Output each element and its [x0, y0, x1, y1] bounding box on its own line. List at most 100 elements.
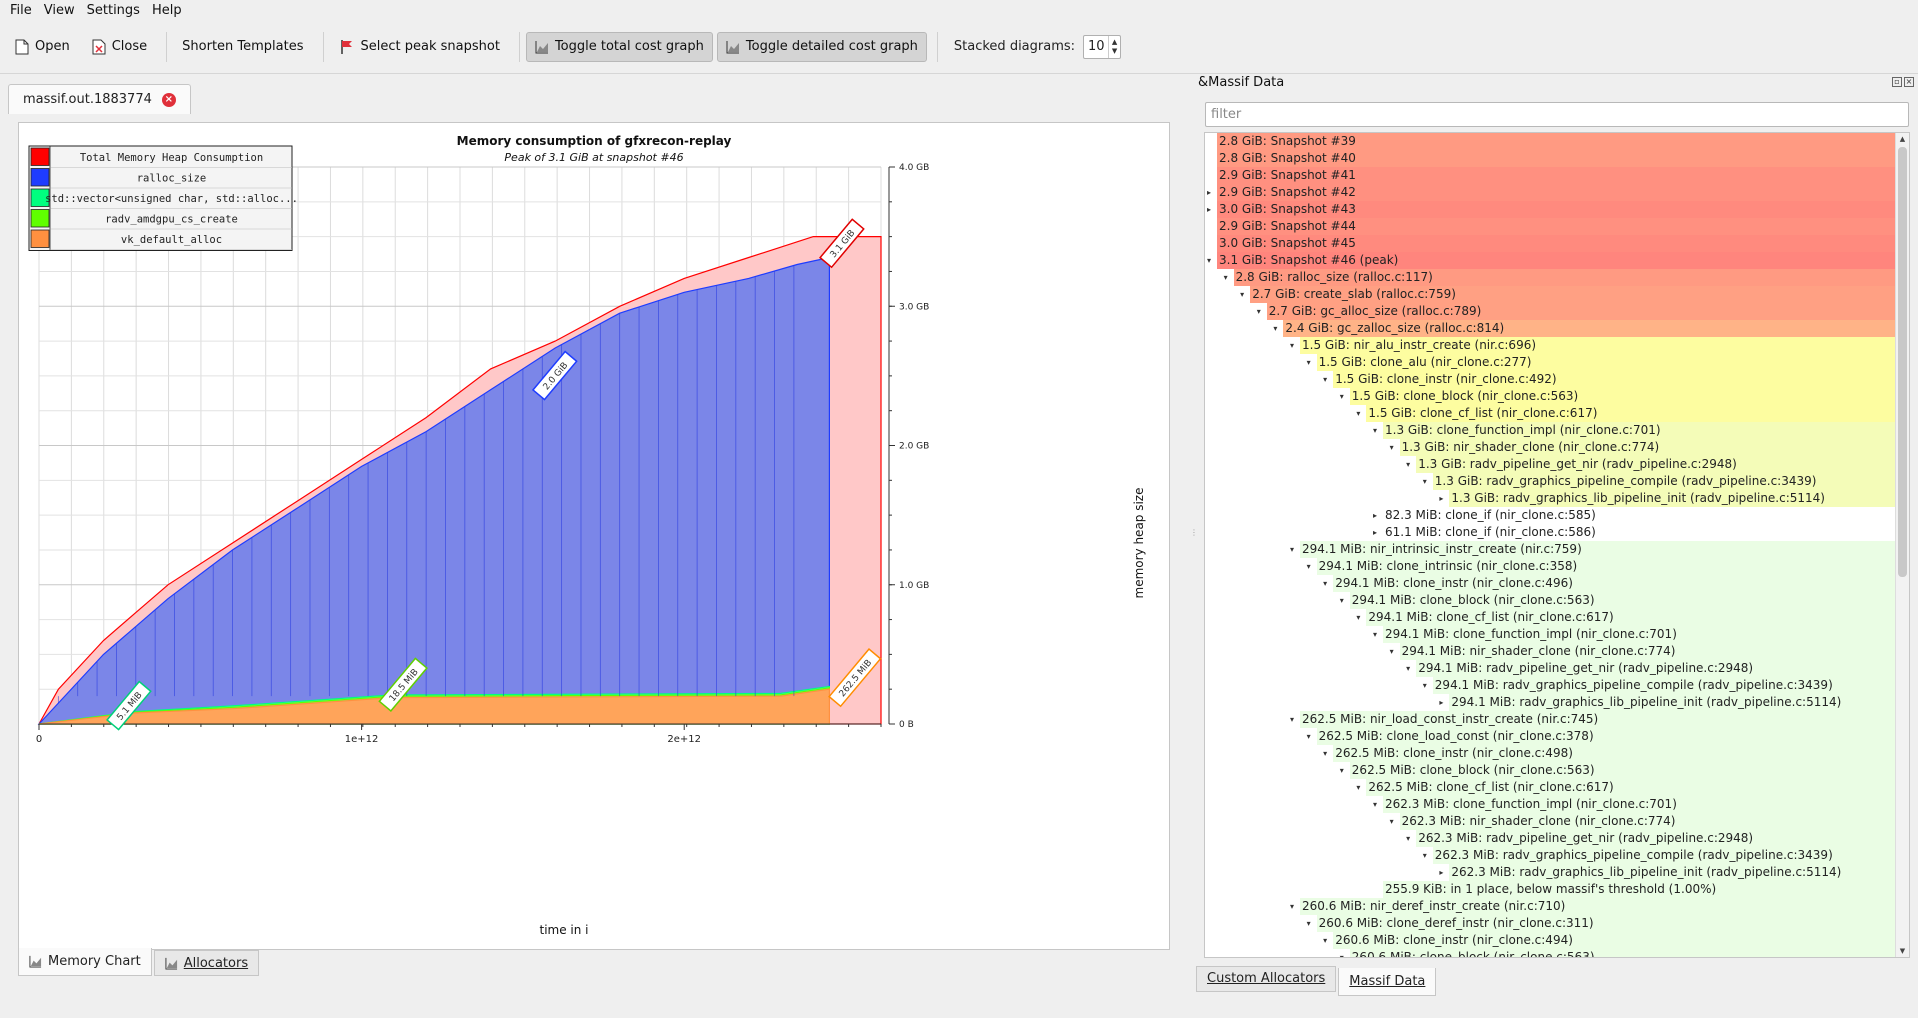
- tree-row[interactable]: ▸ 82.3 MiB: clone_if (nir_clone.c:585): [1205, 507, 1895, 524]
- expanded-arrow-icon[interactable]: ▾: [1306, 358, 1311, 367]
- tree-row[interactable]: ▸ 262.3 MiB: radv_graphics_lib_pipeline_i…: [1205, 864, 1895, 881]
- select-peak-snapshot-button[interactable]: Select peak snapshot: [330, 32, 509, 62]
- tree-row[interactable]: ▾ 1.5 GiB: clone_instr (nir_clone.c:492): [1205, 371, 1895, 388]
- close-tab-icon[interactable]: ×: [161, 92, 176, 107]
- expanded-arrow-icon[interactable]: ▾: [1206, 256, 1211, 265]
- tree-row[interactable]: ▾ 2.8 GiB: ralloc_size (ralloc.c:117): [1205, 269, 1895, 286]
- tree-row[interactable]: ▾ 262.5 MiB: nir_load_const_instr_create …: [1205, 711, 1895, 728]
- expanded-arrow-icon[interactable]: ▾: [1406, 460, 1411, 469]
- expanded-arrow-icon[interactable]: ▾: [1289, 545, 1294, 554]
- tree-row[interactable]: ▾ 262.5 MiB: clone_instr (nir_clone.c:498…: [1205, 745, 1895, 762]
- expanded-arrow-icon[interactable]: ▾: [1406, 834, 1411, 843]
- expanded-arrow-icon[interactable]: ▾: [1422, 851, 1427, 860]
- expanded-arrow-icon[interactable]: ▾: [1240, 290, 1245, 299]
- expanded-arrow-icon[interactable]: ▾: [1356, 783, 1361, 792]
- tree-row[interactable]: ▾ 1.5 GiB: nir_alu_instr_create (nir.c:69…: [1205, 337, 1895, 354]
- tree-row[interactable]: ▾ 1.3 GiB: clone_function_impl (nir_clone…: [1205, 422, 1895, 439]
- expanded-arrow-icon[interactable]: ▾: [1356, 613, 1361, 622]
- tree-row[interactable]: ▾ 1.3 GiB: radv_pipeline_get_nir (radv_pi…: [1205, 456, 1895, 473]
- expanded-arrow-icon[interactable]: ▾: [1389, 443, 1394, 452]
- collapsed-arrow-icon[interactable]: ▸: [1439, 494, 1444, 503]
- tree-row[interactable]: ▾ 2.7 GiB: create_slab (ralloc.c:759): [1205, 286, 1895, 303]
- expanded-arrow-icon[interactable]: ▾: [1389, 817, 1394, 826]
- expanded-arrow-icon[interactable]: ▾: [1273, 324, 1278, 333]
- stacked-diagrams-spinbox[interactable]: 10 ▲ ▼: [1083, 34, 1122, 59]
- collapsed-arrow-icon[interactable]: ▸: [1206, 188, 1211, 197]
- tab-custom-allocators[interactable]: Custom Allocators: [1196, 966, 1337, 992]
- expanded-arrow-icon[interactable]: ▾: [1339, 392, 1344, 401]
- expanded-arrow-icon[interactable]: ▾: [1372, 426, 1377, 435]
- tree-row[interactable]: ▾ 294.1 MiB: radv_graphics_pipeline_compi…: [1205, 677, 1895, 694]
- expanded-arrow-icon[interactable]: ▾: [1256, 307, 1261, 316]
- collapsed-arrow-icon[interactable]: ▸: [1372, 528, 1377, 537]
- scrollbar-thumb[interactable]: [1898, 147, 1907, 577]
- shorten-templates-button[interactable]: Shorten Templates: [173, 32, 312, 62]
- menu-file[interactable]: File: [10, 2, 32, 18]
- expanded-arrow-icon[interactable]: ▾: [1339, 766, 1344, 775]
- tab-massif-data[interactable]: Massif Data: [1338, 968, 1437, 996]
- tree-row[interactable]: ▾ 294.1 MiB: nir_intrinsic_instr_create (…: [1205, 541, 1895, 558]
- float-dock-icon[interactable]: ▫: [1892, 77, 1902, 87]
- expanded-arrow-icon[interactable]: ▾: [1372, 800, 1377, 809]
- expanded-arrow-icon[interactable]: ▾: [1339, 596, 1344, 605]
- toggle-detailed-cost-button[interactable]: Toggle detailed cost graph: [716, 31, 927, 62]
- expanded-arrow-icon[interactable]: ▾: [1372, 630, 1377, 639]
- spin-arrows[interactable]: ▲ ▼: [1108, 35, 1120, 58]
- collapsed-arrow-icon[interactable]: ▸: [1206, 205, 1211, 214]
- close-button[interactable]: Close: [83, 32, 156, 62]
- tree-row[interactable]: ▾ 1.3 GiB: nir_shader_clone (nir_clone.c:…: [1205, 439, 1895, 456]
- tree-row[interactable]: ▸ 294.1 MiB: radv_graphics_lib_pipeline_i…: [1205, 694, 1895, 711]
- tree-row[interactable]: ▾ 294.1 MiB: clone_cf_list (nir_clone.c:6…: [1205, 609, 1895, 626]
- expanded-arrow-icon[interactable]: ▾: [1306, 562, 1311, 571]
- expanded-arrow-icon[interactable]: ▾: [1356, 409, 1361, 418]
- tree-row[interactable]: 2.9 GiB: Snapshot #44: [1205, 218, 1895, 235]
- spin-up-icon[interactable]: ▲: [1111, 37, 1118, 46]
- tree-row[interactable]: 3.0 GiB: Snapshot #45: [1205, 235, 1895, 252]
- tree-row[interactable]: ▸ 1.3 GiB: radv_graphics_lib_pipeline_ini…: [1205, 490, 1895, 507]
- tree-row[interactable]: ▾ 1.5 GiB: clone_alu (nir_clone.c:277): [1205, 354, 1895, 371]
- splitter-handle[interactable]: ⋮: [1190, 528, 1198, 537]
- expanded-arrow-icon[interactable]: ▾: [1339, 953, 1344, 958]
- expanded-arrow-icon[interactable]: ▾: [1389, 647, 1394, 656]
- tree-row[interactable]: ▾ 1.5 GiB: clone_cf_list (nir_clone.c:617…: [1205, 405, 1895, 422]
- menu-settings[interactable]: Settings: [86, 2, 140, 18]
- tree-row[interactable]: ▾ 294.1 MiB: clone_block (nir_clone.c:563…: [1205, 592, 1895, 609]
- tree-row[interactable]: ▾ 260.6 MiB: clone_deref_instr (nir_clone…: [1205, 915, 1895, 932]
- tree-row[interactable]: ▸ 61.1 MiB: clone_if (nir_clone.c:586): [1205, 524, 1895, 541]
- tree-row[interactable]: ▾ 262.3 MiB: radv_graphics_pipeline_compi…: [1205, 847, 1895, 864]
- doc-tab-massif[interactable]: massif.out.1883774 ×: [8, 84, 191, 114]
- tree-row[interactable]: ▾ 1.5 GiB: clone_block (nir_clone.c:563): [1205, 388, 1895, 405]
- expanded-arrow-icon[interactable]: ▾: [1289, 902, 1294, 911]
- stacked-diagrams-value[interactable]: 10: [1088, 39, 1105, 54]
- expanded-arrow-icon[interactable]: ▾: [1223, 273, 1228, 282]
- tree-row[interactable]: 255.9 KiB: in 1 place, below massif's th…: [1205, 881, 1895, 898]
- tree-row[interactable]: ▾ 3.1 GiB: Snapshot #46 (peak): [1205, 252, 1895, 269]
- expanded-arrow-icon[interactable]: ▾: [1289, 341, 1294, 350]
- tree-row[interactable]: ▾ 2.4 GiB: gc_zalloc_size (ralloc.c:814): [1205, 320, 1895, 337]
- tree-row[interactable]: ▾ 262.5 MiB: clone_cf_list (nir_clone.c:6…: [1205, 779, 1895, 796]
- tree-row[interactable]: ▸ 2.9 GiB: Snapshot #42: [1205, 184, 1895, 201]
- tree-row[interactable]: ▾ 262.3 MiB: radv_pipeline_get_nir (radv_…: [1205, 830, 1895, 847]
- tree-row[interactable]: ▾ 260.6 MiB: clone_block (nir_clone.c:563…: [1205, 949, 1895, 958]
- collapsed-arrow-icon[interactable]: ▸: [1439, 868, 1444, 877]
- tree-scrollbar[interactable]: ▲ ▼: [1895, 133, 1909, 957]
- open-button[interactable]: Open: [6, 32, 79, 62]
- collapsed-arrow-icon[interactable]: ▸: [1439, 698, 1444, 707]
- collapsed-arrow-icon[interactable]: ▸: [1372, 511, 1377, 520]
- tree-row[interactable]: ▾ 1.3 GiB: radv_graphics_pipeline_compile…: [1205, 473, 1895, 490]
- tree-row[interactable]: 2.8 GiB: Snapshot #40: [1205, 150, 1895, 167]
- tree-row[interactable]: ▾ 262.5 MiB: clone_load_const (nir_clone.…: [1205, 728, 1895, 745]
- tree-row[interactable]: ▸ 3.0 GiB: Snapshot #43: [1205, 201, 1895, 218]
- expanded-arrow-icon[interactable]: ▾: [1306, 732, 1311, 741]
- expanded-arrow-icon[interactable]: ▾: [1323, 749, 1328, 758]
- filter-input[interactable]: filter: [1205, 102, 1909, 127]
- expanded-arrow-icon[interactable]: ▾: [1289, 715, 1294, 724]
- tree-row[interactable]: ▾ 262.3 MiB: clone_function_impl (nir_clo…: [1205, 796, 1895, 813]
- tree-row[interactable]: ▾ 294.1 MiB: radv_pipeline_get_nir (radv_…: [1205, 660, 1895, 677]
- menu-view[interactable]: View: [43, 2, 75, 18]
- menu-help[interactable]: Help: [151, 2, 182, 18]
- scroll-up-icon[interactable]: ▲: [1899, 135, 1906, 143]
- expanded-arrow-icon[interactable]: ▾: [1306, 919, 1311, 928]
- tab-memory-chart[interactable]: Memory Chart: [18, 948, 152, 976]
- tree-row[interactable]: ▾ 260.6 MiB: clone_instr (nir_clone.c:494…: [1205, 932, 1895, 949]
